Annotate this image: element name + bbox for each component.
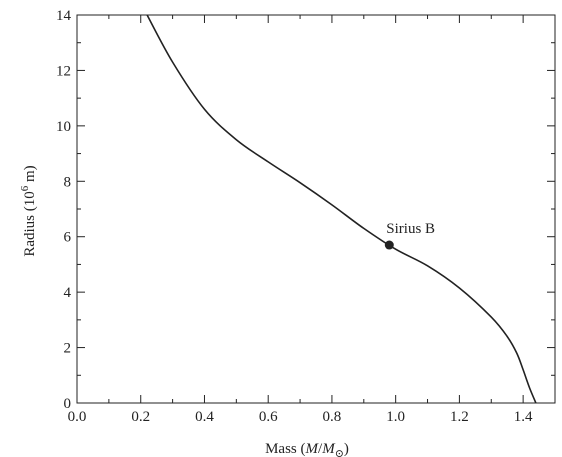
ticks-layer	[76, 14, 556, 404]
plot-frame	[76, 14, 556, 404]
x-tick-label: 1.0	[386, 409, 405, 425]
annotations-layer: Sirius B	[384, 221, 435, 250]
y-axis-label-suffix: m)	[22, 165, 38, 185]
x-axis-label-prefix: Mass (	[265, 441, 305, 457]
tick-labels-layer: 0.0 0.2 0.4 0.6 0.8 1.0 1.2 1.4 0 2 4 6 8 10 12 14	[56, 8, 533, 425]
y-tick-label: 6	[64, 230, 72, 246]
y-tick-label: 4	[64, 285, 72, 301]
y-tick-label: 2	[64, 341, 72, 357]
y-tick-label: 12	[56, 63, 71, 79]
x-tick-label: 0.8	[323, 409, 342, 425]
x-axis-label: Mass (M/M⊙)	[265, 441, 349, 457]
x-tick-label: 0.4	[195, 409, 214, 425]
y-axis-label: Radius (106 m)	[19, 165, 38, 256]
x-tick-label: 0.0	[68, 409, 87, 425]
y-tick-label: 0	[64, 396, 72, 412]
y-axis-label-exponent: 6	[19, 185, 31, 191]
sirius-b-label: Sirius B	[386, 221, 435, 237]
mass-radius-curve	[146, 14, 537, 404]
y-tick-label: 8	[64, 174, 72, 190]
x-tick-label: 1.4	[514, 409, 533, 425]
y-tick-label: 10	[56, 119, 71, 135]
x-axis-label-suffix: )	[344, 441, 349, 457]
y-axis-label-prefix: Radius (10	[22, 191, 38, 256]
x-tick-label: 0.2	[131, 409, 150, 425]
x-tick-label: 0.6	[259, 409, 278, 425]
x-axis-label-sun-symbol: ⊙	[335, 448, 344, 457]
x-axis-label-msun: M	[321, 441, 336, 457]
y-tick-label: 14	[56, 8, 72, 24]
x-tick-label: 1.2	[450, 409, 469, 425]
x-axis-label-sep: /	[318, 441, 323, 457]
sirius-b-marker	[384, 240, 394, 250]
x-axis-label-m: M	[305, 441, 320, 457]
